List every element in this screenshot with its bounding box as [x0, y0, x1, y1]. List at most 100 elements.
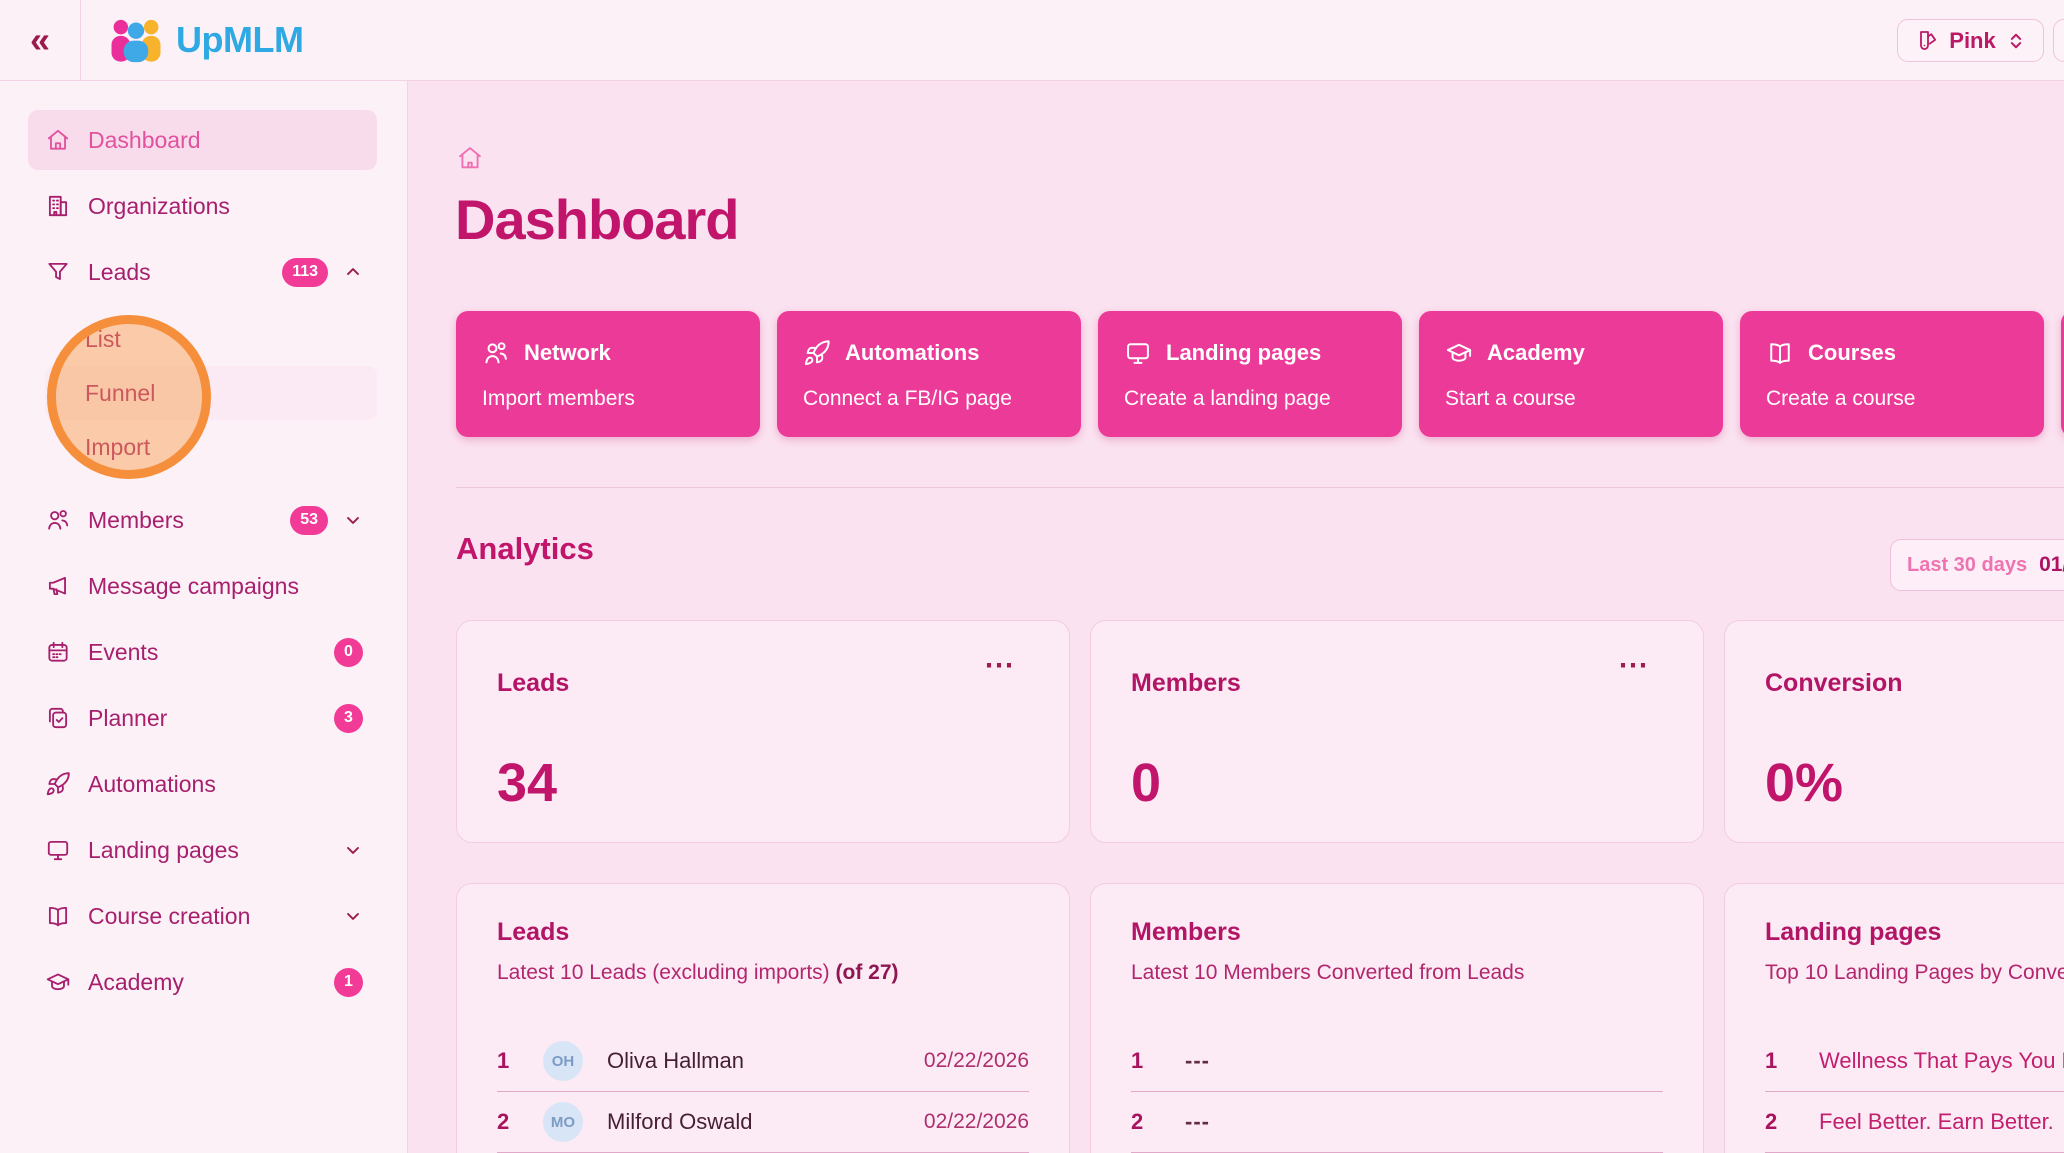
- lead-row[interactable]: 2 MO Milford Oswald 02/22/2026: [497, 1092, 1029, 1153]
- list-card-title: Members: [1131, 918, 1241, 946]
- quick-action-title: Courses: [1808, 340, 1897, 365]
- quick-action-partial[interactable]: C: [2061, 311, 2064, 437]
- date-range-selector[interactable]: Last 30 days 01/2: [1890, 539, 2064, 591]
- quick-action-title: Landing pages: [1166, 340, 1322, 365]
- main-content: Dashboard Network Import members: [409, 81, 2064, 1153]
- home-icon: [45, 127, 71, 153]
- stat-card-value: 0: [1131, 753, 1162, 813]
- up-down-chevrons-icon: [2006, 30, 2026, 52]
- list-card-subtitle: Top 10 Landing Pages by Conversion: [1765, 961, 2064, 984]
- more-menu-icon[interactable]: ⋯: [1618, 649, 1651, 682]
- sidebar-item-events[interactable]: Events 0: [28, 622, 377, 682]
- sidebar-item-label: Academy: [88, 968, 184, 995]
- quick-action-automations[interactable]: Automations Connect a FB/IG page: [777, 311, 1081, 437]
- megaphone-icon: [45, 573, 71, 599]
- section-divider: [456, 487, 2064, 488]
- chevron-down-icon[interactable]: [343, 906, 363, 926]
- sidebar-item-members[interactable]: Members 53: [28, 490, 377, 550]
- sidebar-item-label: Course creation: [88, 902, 251, 929]
- monitor-icon: [1124, 339, 1152, 367]
- sidebar-subitem-list[interactable]: List: [45, 312, 377, 366]
- stat-card-value: 34: [497, 753, 558, 813]
- landing-page-row[interactable]: 2 Feel Better. Earn Better.: [1765, 1092, 2064, 1153]
- sidebar: Dashboard Organizations Leads 113: [0, 81, 408, 1153]
- list-card-subtitle-bold: (of 27): [835, 961, 899, 984]
- member-name: ---: [1185, 1048, 1210, 1073]
- member-row[interactable]: 1 ---: [1131, 1031, 1663, 1092]
- sidebar-item-course-creation[interactable]: Course creation: [28, 886, 377, 946]
- funnel-icon: [45, 259, 71, 285]
- list-card-subtitle: Latest 10 Members Converted from Leads: [1131, 961, 1525, 984]
- sidebar-item-leads[interactable]: Leads 113: [28, 242, 377, 302]
- stat-card-title: Members: [1131, 669, 1241, 697]
- quick-action-subtitle: Import members: [482, 387, 635, 410]
- quick-action-title: Academy: [1487, 340, 1585, 365]
- sidebar-item-dashboard[interactable]: Dashboard: [28, 110, 377, 170]
- users-icon: [482, 339, 510, 367]
- topbar-secondary-button[interactable]: [2053, 19, 2064, 62]
- sidebar-item-organizations[interactable]: Organizations: [28, 176, 377, 236]
- planner-count-badge: 3: [334, 703, 363, 733]
- stat-card-conversion: Conversion 0%: [1724, 620, 2064, 843]
- avatar: OH: [543, 1041, 583, 1081]
- sidebar-item-label: Planner: [88, 704, 168, 731]
- avatar: MO: [543, 1102, 583, 1142]
- brand-logo[interactable]: UpMLM: [108, 0, 304, 80]
- stat-card-members: Members ⋯ 0: [1090, 620, 1704, 843]
- quick-action-academy[interactable]: Academy Start a course: [1419, 311, 1723, 437]
- chevron-up-icon[interactable]: [343, 262, 363, 282]
- sidebar-item-landing-pages[interactable]: Landing pages: [28, 820, 377, 880]
- landing-page-name: Wellness That Pays You Back: [1819, 1048, 2064, 1073]
- list-card-title: Leads: [497, 918, 570, 946]
- subitem-label: List: [85, 325, 121, 352]
- swatch-icon: [1915, 29, 1939, 53]
- stat-card-leads: Leads ⋯ 34: [456, 620, 1070, 843]
- row-number: 1: [497, 1048, 510, 1073]
- row-number: 2: [1765, 1109, 1778, 1134]
- sidebar-item-message-campaigns[interactable]: Message campaigns: [28, 556, 377, 616]
- landing-page-row[interactable]: 1 Wellness That Pays You Back: [1765, 1031, 2064, 1092]
- subitem-label: Funnel: [85, 379, 156, 406]
- sidebar-item-label: Leads: [88, 258, 151, 285]
- lead-row[interactable]: 1 OH Oliva Hallman 02/22/2026: [497, 1031, 1029, 1092]
- sidebar-item-automations[interactable]: Automations: [28, 754, 377, 814]
- list-card-subtitle: Latest 10 Leads (excluding imports) (of …: [497, 961, 1029, 985]
- building-icon: [45, 193, 71, 219]
- analytics-heading: Analytics: [456, 531, 594, 566]
- row-number: 2: [1131, 1109, 1144, 1134]
- members-count-badge: 53: [290, 505, 328, 535]
- quick-action-landing-pages[interactable]: Landing pages Create a landing page: [1098, 311, 1402, 437]
- list-card-members: Members Latest 10 Members Converted from…: [1090, 883, 1704, 1153]
- collapse-icon: «: [29, 19, 51, 60]
- sidebar-item-label: Message campaigns: [88, 572, 299, 599]
- stat-card-title: Leads: [497, 669, 570, 697]
- breadcrumb-home-icon[interactable]: [456, 144, 484, 172]
- topbar: « UpMLM Pink: [0, 0, 2064, 81]
- list-card-subtitle-text: Latest 10 Leads (excluding imports): [497, 961, 836, 984]
- more-menu-icon[interactable]: ⋯: [984, 649, 1017, 682]
- landing-page-name: Feel Better. Earn Better.: [1819, 1109, 2054, 1134]
- quick-action-network[interactable]: Network Import members: [456, 311, 760, 437]
- quick-action-subtitle: Start a course: [1445, 387, 1576, 410]
- date-range-label: Last 30 days: [1907, 553, 2028, 576]
- theme-selector[interactable]: Pink: [1897, 19, 2044, 62]
- sidebar-item-academy[interactable]: Academy 1: [28, 952, 377, 1012]
- sidebar-item-planner[interactable]: Planner 3: [28, 688, 377, 748]
- sidebar-item-label: Dashboard: [88, 126, 201, 153]
- monitor-icon: [45, 837, 71, 863]
- rocket-icon: [803, 339, 831, 367]
- quick-action-courses[interactable]: Courses Create a course: [1740, 311, 2044, 437]
- sidebar-subitem-import[interactable]: Import: [45, 420, 377, 474]
- chevron-down-icon[interactable]: [343, 510, 363, 530]
- subitem-label: Import: [85, 433, 151, 460]
- chevron-down-icon[interactable]: [343, 840, 363, 860]
- row-number: 1: [1131, 1048, 1144, 1073]
- sidebar-collapse-button[interactable]: «: [0, 0, 81, 80]
- users-icon: [45, 507, 71, 533]
- date-range-value: 01/2: [2039, 553, 2064, 576]
- member-row[interactable]: 2 ---: [1131, 1092, 1663, 1153]
- row-number: 2: [497, 1109, 510, 1134]
- quick-action-subtitle: Create a course: [1766, 387, 1916, 410]
- rocket-icon: [45, 771, 71, 797]
- sidebar-subitem-funnel[interactable]: Funnel: [45, 366, 377, 420]
